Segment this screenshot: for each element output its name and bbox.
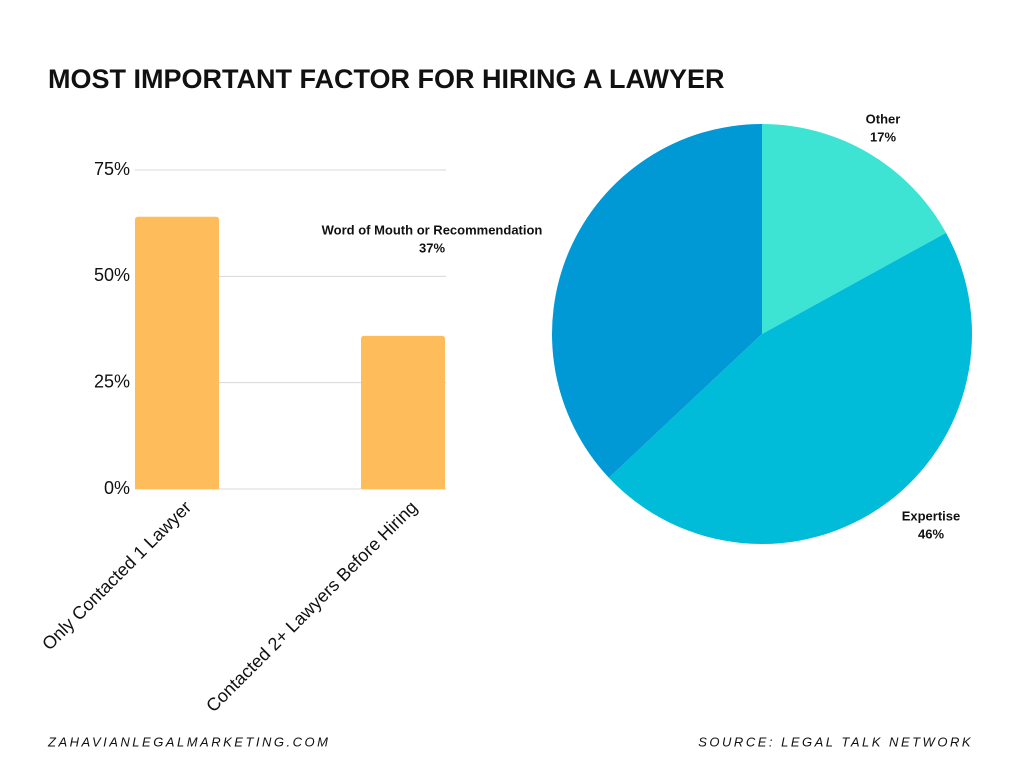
title: MOST IMPORTANT FACTOR FOR HIRING A LAWYE… (48, 64, 724, 94)
slice-value-label: 46% (918, 526, 944, 541)
slice-label: Other (866, 111, 901, 126)
slice-label: Word of Mouth or Recommendation (322, 222, 543, 237)
slice-value-label: 17% (870, 129, 896, 144)
y-tick-label: 25% (94, 371, 130, 391)
bar (135, 216, 219, 489)
pie-slice (552, 124, 762, 478)
website: ZAHAVIANLEGALMARKETING.COM (47, 734, 330, 749)
pie-slice (608, 232, 973, 545)
bar (361, 335, 445, 489)
y-tick-label: 0% (104, 478, 130, 498)
y-tick-label: 50% (94, 265, 130, 285)
pie-slice (762, 124, 947, 334)
slice-label: Expertise (902, 508, 961, 523)
x-tick-label: Contacted 2+ Lawyers Before Hiring (202, 497, 421, 716)
slice-value-label: 37% (419, 240, 445, 255)
y-tick-label: 75% (94, 159, 130, 179)
x-tick-label: Only Contacted 1 Lawyer (38, 497, 195, 654)
source: SOURCE: LEGAL TALK NETWORK (698, 734, 973, 749)
